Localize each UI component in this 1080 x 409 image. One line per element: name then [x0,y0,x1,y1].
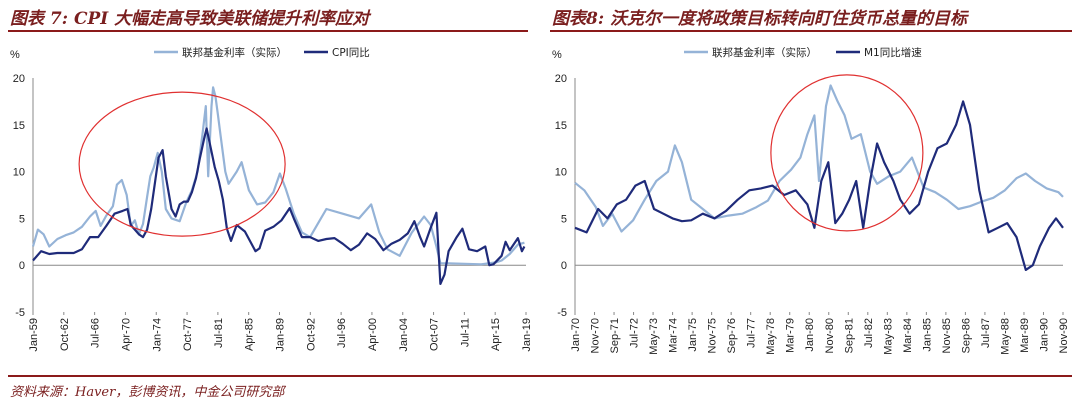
x-tick-label: Oct-77 [182,318,194,351]
x-tick-label: Jan-90 [1038,318,1050,352]
x-tick-label: Jul-87 [980,318,992,348]
highlight-ellipse [78,91,286,237]
x-tick-label: Nov-70 [590,318,602,353]
x-tick-label: Jan-59 [28,318,40,352]
x-tick-label: Jan-80 [804,318,816,352]
x-tick-label: Sep-86 [960,318,972,353]
x-tick-label: Jul-66 [90,318,102,348]
right-title-rule [550,30,1072,32]
x-tick-label: May-88 [999,318,1011,355]
footer-rule [8,375,1072,377]
legend-label: M1同比增速 [864,46,922,59]
x-tick-label: Jan-19 [521,318,533,352]
x-tick-label: Nov-80 [824,318,836,353]
x-tick-label: Jan-04 [398,318,410,352]
x-tick-label: Jan-74 [151,318,163,352]
series-line-secondary [32,127,526,285]
y-tick-label: 15 [555,120,567,132]
x-tick-label: Apr-70 [120,318,132,351]
y-tick-label: 20 [13,73,25,85]
x-tick-label: Mar-74 [668,318,680,353]
x-tick-label: Apr-00 [367,318,379,351]
x-tick-label: Nov-85 [941,318,953,353]
x-tick-label: Sep-81 [843,318,855,353]
y-tick-label: -5 [557,307,567,319]
left-title-rule [8,30,528,32]
x-tick-label: Jul-72 [629,318,641,348]
y-tick-label: 0 [19,260,25,272]
left-chart: % -5 0 5 10 15 20 Jan-59 Oct-62 Jul-66 Apr-70 Jan-7… [10,46,533,352]
source-note: 资料来源：Haver，彭博资讯，中金公司研究部 [10,385,285,400]
y-unit-label: % [552,49,562,61]
x-tick-label: Jul-11 [459,318,471,347]
right-chart-title: 图表8: 沃克尔一度将政策目标转向盯住货币总量的目标 [552,9,968,29]
y-tick-label: 5 [561,213,567,225]
legend-label: 联邦基金利率（实际） [182,46,287,59]
series-line-secondary [574,100,1064,271]
x-tick-label: Nov-75 [707,318,719,353]
right-chart: % -5 0 5 10 15 20 Jan-70 Nov-70 Sep-71 Jul-72 May-7… [552,46,1070,355]
highlight-ellipse [770,74,924,232]
y-tick-label: -5 [15,307,25,319]
x-tick-label: Oct-62 [59,318,71,351]
x-tick-label: Oct-92 [305,318,317,351]
x-tick-label: Jul-77 [746,318,758,348]
y-unit-label: % [10,49,20,61]
y-tick-label: 15 [13,120,25,132]
y-tick-label: 10 [555,167,567,179]
x-tick-label: Jul-96 [336,318,348,348]
x-tick-label: Mar-89 [1019,318,1031,353]
x-tick-label: Jan-70 [570,318,582,352]
legend-label: CPI同比 [332,46,370,59]
y-tick-label: 20 [555,73,567,85]
y-tick-label: 0 [561,260,567,272]
left-chart-title: 图表 7: CPI 大幅走高导致美联储提升利率应对 [10,9,370,29]
x-tick-label: Jul-82 [863,318,875,348]
x-tick-label: Mar-84 [902,318,914,353]
x-tick-label: Jan-89 [275,318,287,352]
x-tick-label: Sep-71 [609,318,621,353]
x-tick-label: Oct-07 [429,318,441,351]
x-tick-label: Jul-81 [213,318,225,348]
x-tick-label: Apr-85 [244,318,256,351]
x-tick-label: Nov-90 [1058,318,1070,353]
x-tick-label: Sep-76 [726,318,738,353]
series-line-rate [574,84,1064,233]
x-tick-label: May-83 [882,318,894,355]
x-tick-label: Mar-79 [785,318,797,353]
series-line-rate [31,86,525,266]
y-tick-label: 5 [19,213,25,225]
x-tick-label: May-73 [648,318,660,355]
x-tick-label: Apr-15 [490,318,502,351]
x-tick-label: Jan-75 [687,318,699,352]
x-tick-label: May-78 [765,318,777,355]
y-tick-label: 10 [13,167,25,179]
x-tick-label: Jan-85 [921,318,933,352]
legend-label: 联邦基金利率（实际） [712,46,817,59]
